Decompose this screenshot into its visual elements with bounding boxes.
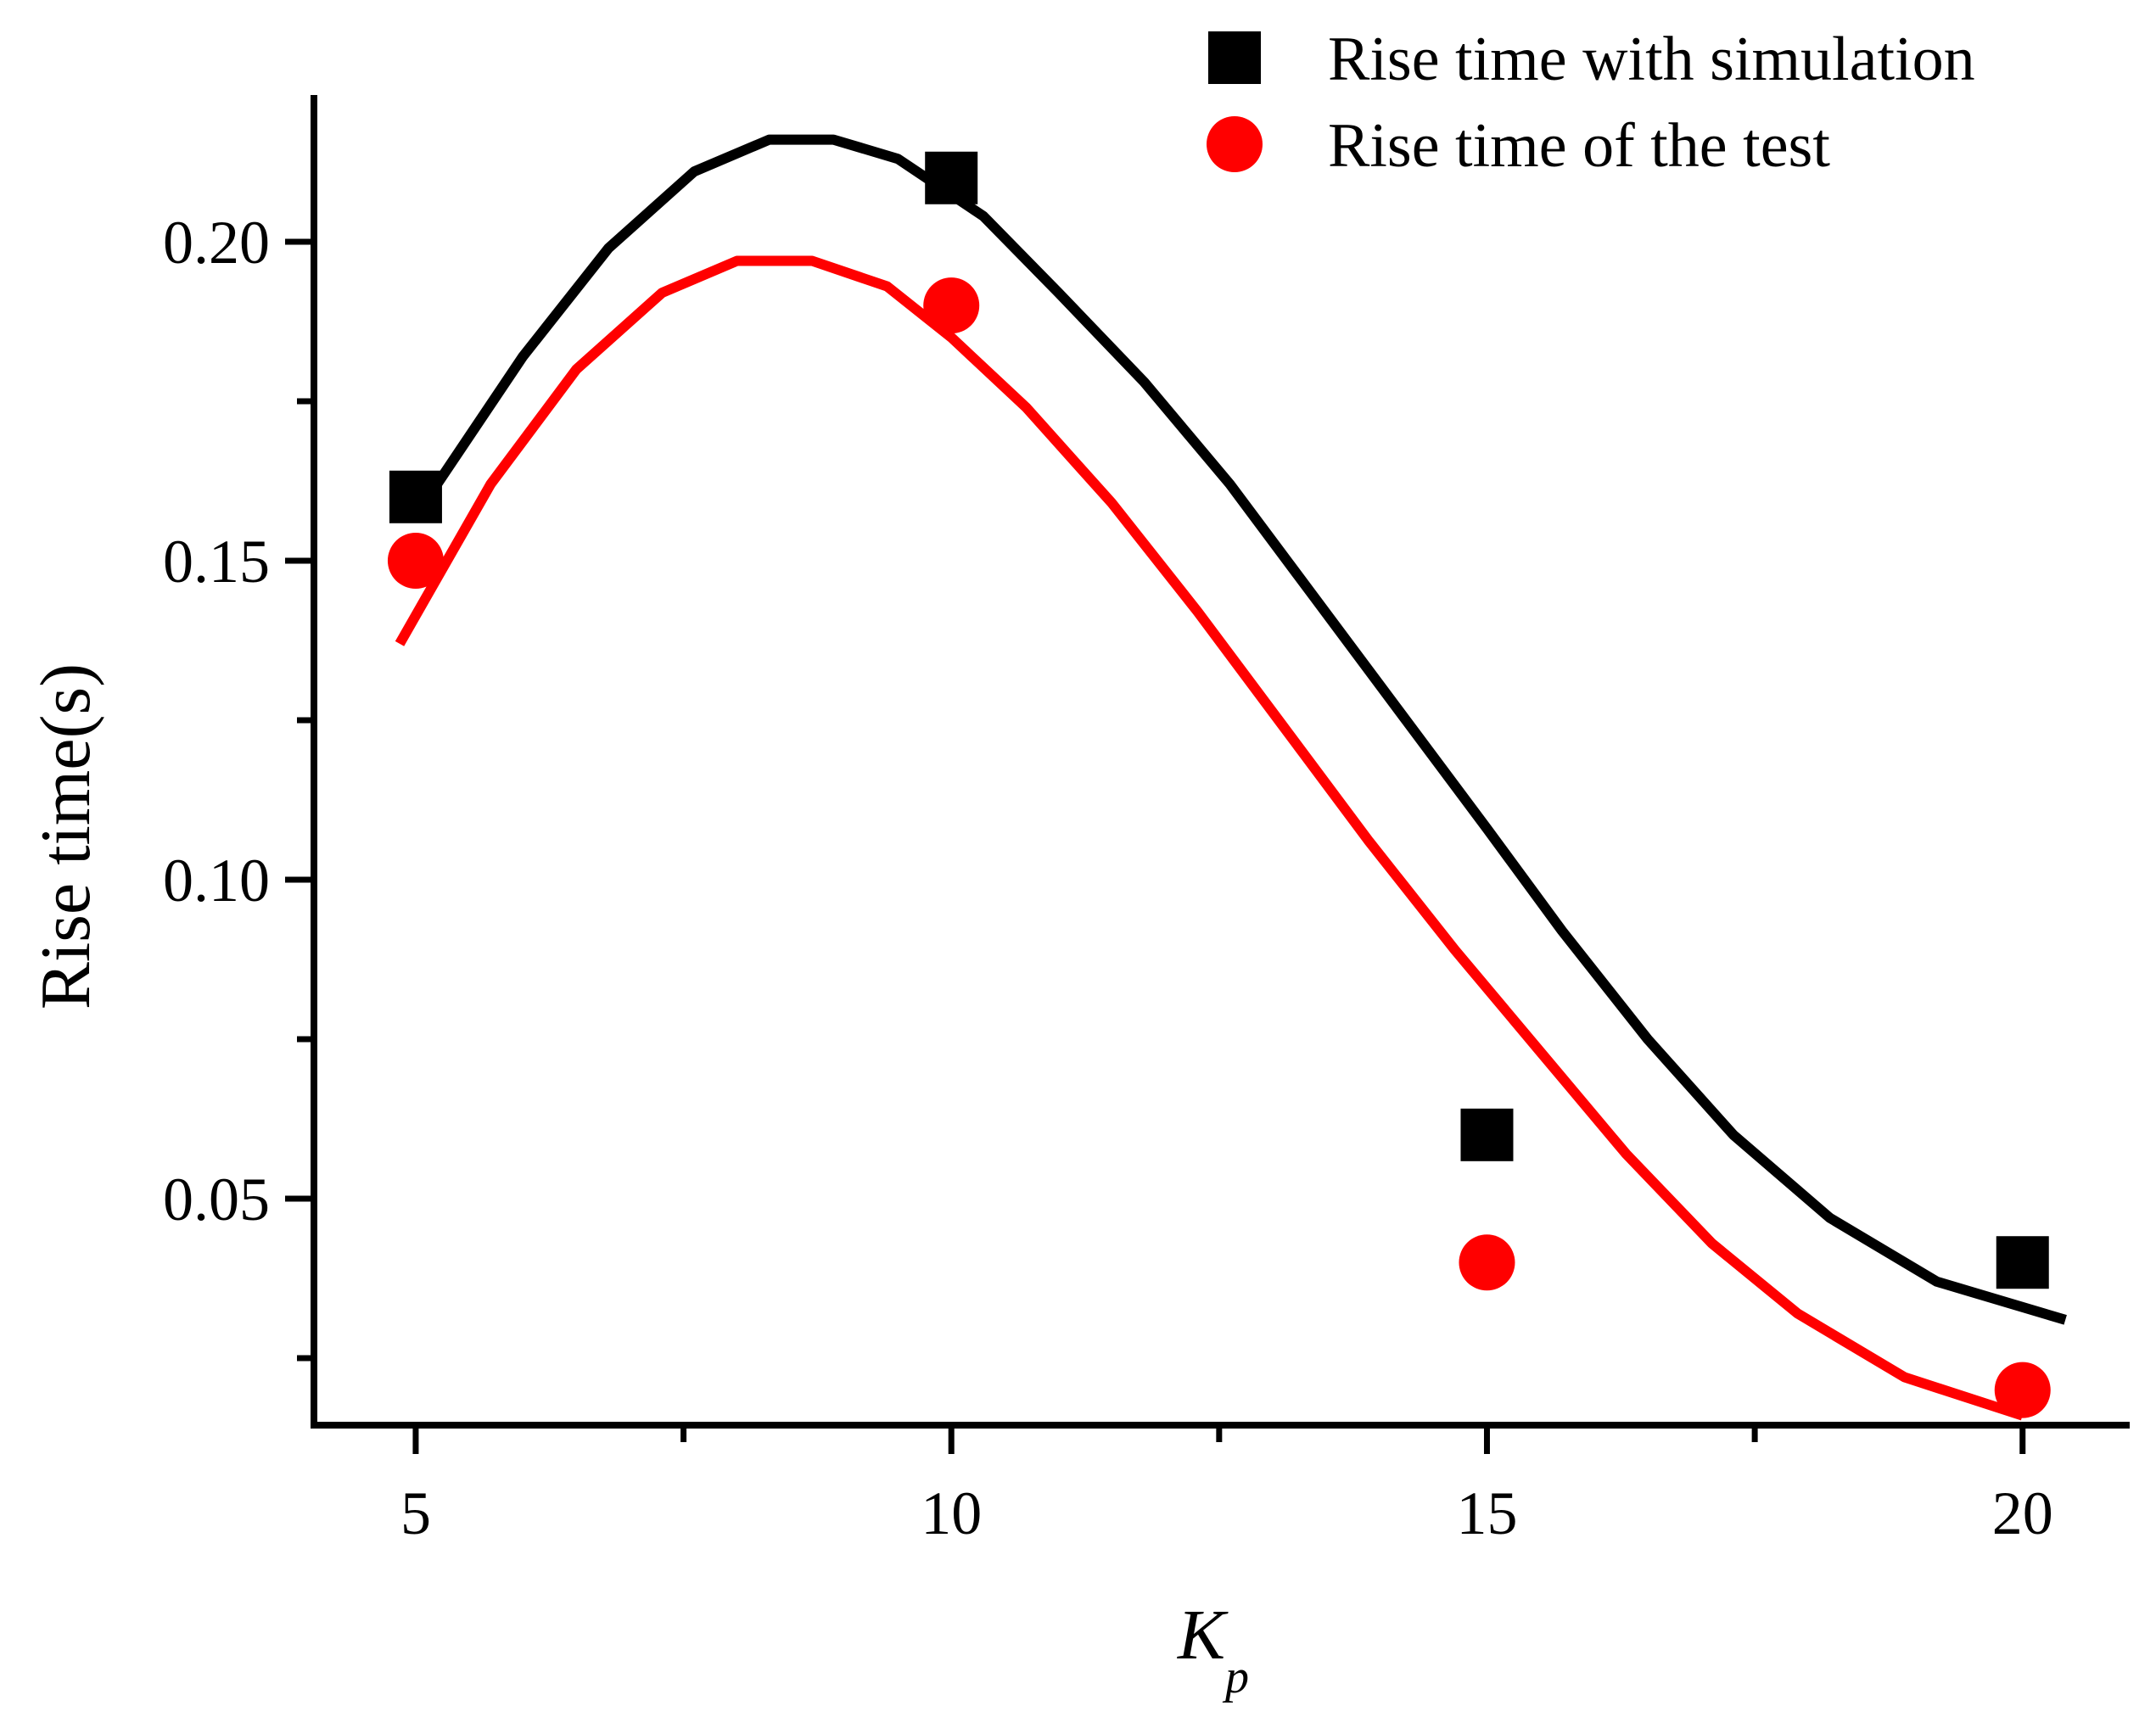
marker-test [1994,1362,2051,1418]
x-tick-label: 10 [921,1479,982,1547]
fit-line-simulation [411,134,2067,1325]
y-tick-label: 0.10 [163,847,270,914]
y-tick-label: 0.05 [163,1166,270,1233]
y-tick-label: 0.15 [163,528,270,596]
legend: Rise time with simulation Rise time of th… [1207,25,1975,181]
axis-ticks: 5 10 15 20 0.05 0.10 0.15 0.20 [163,209,2053,1547]
legend-label-simulation: Rise time with simulation [1328,25,1975,94]
marker-test [1459,1234,1515,1291]
marker-simulation [389,470,442,523]
y-tick-label: 0.20 [163,209,270,277]
x-tick-label: 20 [1992,1479,2053,1547]
legend-marker-simulation [1208,31,1261,84]
x-axis-title-subscript: p [1222,1651,1249,1703]
y-axis-title: Rise time(s) [26,663,105,1009]
x-tick-label: 5 [400,1479,431,1547]
marker-simulation [925,151,978,204]
legend-label-test: Rise time of the test [1328,111,1830,181]
x-axis-title: Kp [1177,1596,1249,1703]
legend-marker-test [1207,116,1263,172]
marker-simulation [1996,1236,2049,1289]
marker-test [923,277,980,334]
series-layer [387,134,2067,1421]
marker-test [387,532,444,589]
x-tick-label: 15 [1456,1479,1517,1547]
marker-simulation [1460,1108,1514,1161]
fit-line-test [395,255,2024,1421]
